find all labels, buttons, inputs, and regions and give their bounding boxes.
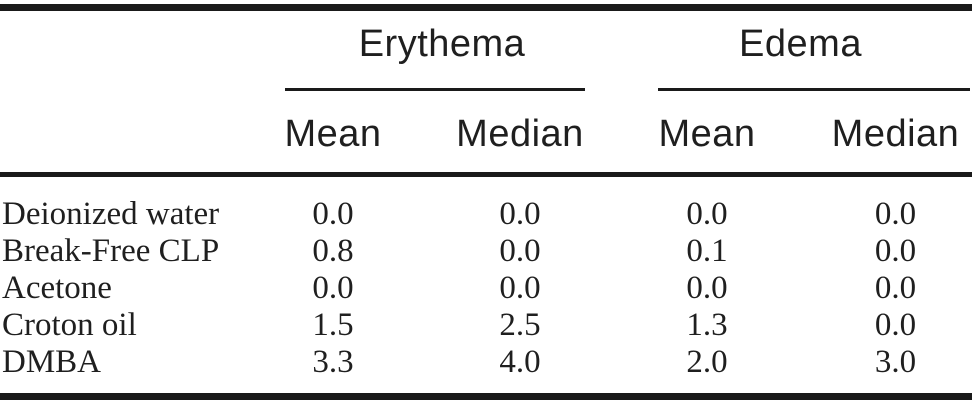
- column-group-header-row: Erythema Edema: [0, 11, 972, 91]
- table-top-rule: [0, 4, 972, 11]
- cell-value: 0.0: [874, 233, 917, 269]
- table-bottom-rule: [0, 393, 972, 400]
- cell-value: 0.0: [499, 270, 541, 306]
- column-header-erythema-mean: Mean: [284, 113, 382, 155]
- cell-value: 0.8: [312, 233, 354, 269]
- column-header-erythema-median: Median: [456, 113, 584, 155]
- edema-spanner-rule: [658, 88, 970, 91]
- column-header-edema-median: Median: [831, 113, 960, 155]
- column-header-edema-mean: Mean: [658, 113, 756, 155]
- column-group-label: Erythema: [358, 23, 526, 65]
- cell-value: 3.0: [874, 344, 917, 380]
- cell-value: 0.0: [499, 233, 541, 269]
- cell-value: 0.0: [312, 196, 354, 232]
- cell-value: 2.5: [499, 307, 541, 343]
- stub-cell: [0, 11, 255, 91]
- cell-value: 2.0: [686, 344, 728, 380]
- cell-value: 0.0: [874, 270, 917, 306]
- cell-value: 0.1: [686, 233, 728, 269]
- cell-value: 1.3: [686, 307, 728, 343]
- header-body-divider-rule: [0, 172, 972, 177]
- cell-value: 0.0: [499, 196, 541, 232]
- cell-value: 3.3: [312, 344, 354, 380]
- row-label: DMBA: [2, 344, 102, 380]
- row-label: Deionized water: [2, 196, 220, 232]
- cell-value: 0.0: [874, 307, 917, 343]
- column-group-label: Edema: [739, 23, 862, 65]
- table-row: Deionized water 0.0 0.0 0.0 0.0: [0, 196, 972, 233]
- erythema-spanner-rule: [285, 88, 585, 91]
- table-row: Acetone 0.0 0.0 0.0 0.0: [0, 270, 972, 307]
- column-header-row: Mean Median Mean Median: [0, 91, 972, 172]
- table-body: Deionized water 0.0 0.0 0.0 0.0 Break-Fr…: [0, 177, 972, 381]
- table-row: Break-Free CLP 0.8 0.0 0.1 0.0: [0, 233, 972, 270]
- row-label: Acetone: [2, 270, 112, 306]
- column-group-edema: Edema: [629, 11, 972, 91]
- table-row: Croton oil 1.5 2.5 1.3 0.0: [0, 307, 972, 344]
- cell-value: 0.0: [686, 196, 728, 232]
- column-group-erythema: Erythema: [255, 11, 629, 91]
- table-row: DMBA 3.3 4.0 2.0 3.0: [0, 344, 972, 381]
- cell-value: 0.0: [686, 270, 728, 306]
- cell-value: 0.0: [874, 196, 917, 232]
- row-label: Croton oil: [2, 307, 137, 343]
- cell-value: 4.0: [499, 344, 541, 380]
- cell-value: 0.0: [312, 270, 354, 306]
- row-label: Break-Free CLP: [2, 233, 220, 269]
- cell-value: 1.5: [312, 307, 354, 343]
